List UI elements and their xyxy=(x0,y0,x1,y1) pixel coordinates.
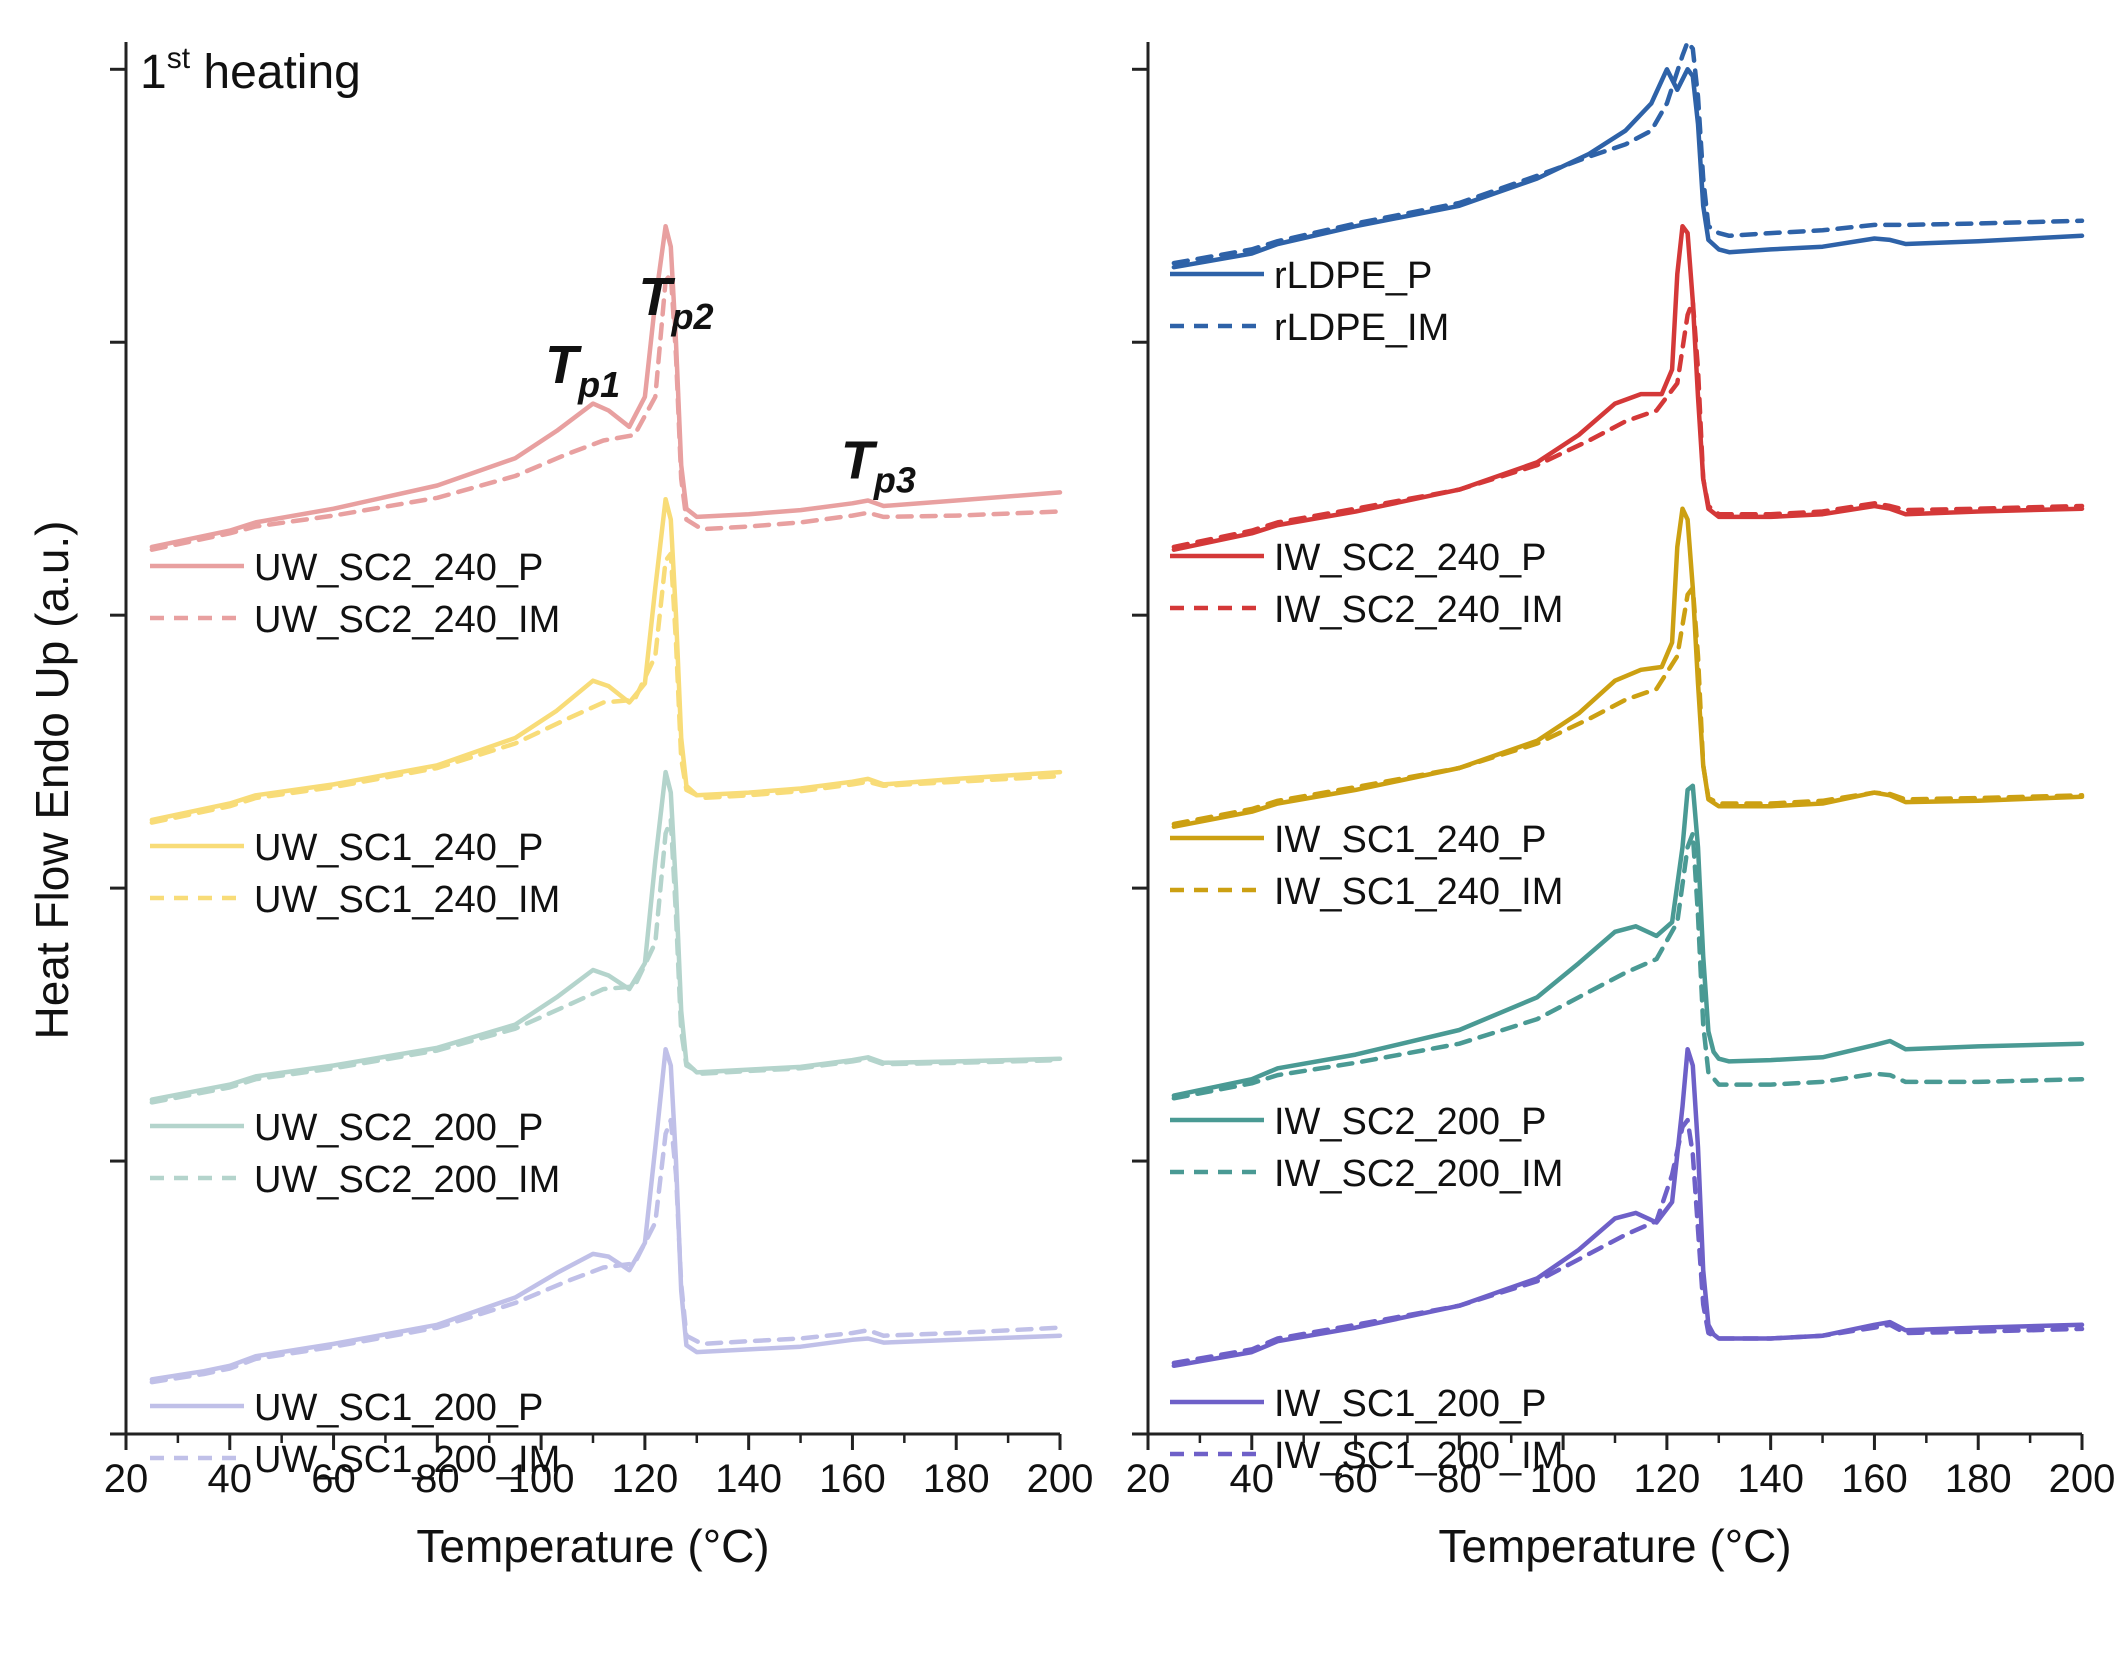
x-tick-label: 180 xyxy=(1945,1457,2012,1501)
annotation-main: T xyxy=(841,431,878,491)
legend-label-uw-sc2-200-p: UW_SC2_200_P xyxy=(254,1107,543,1149)
legend-label-uw-sc1-200-p: UW_SC1_200_P xyxy=(254,1387,543,1429)
series-line-uw-sc1-240-p xyxy=(149,496,1063,823)
series-line-uw-sc1-240-im xyxy=(149,551,1063,825)
x-tick-label: 20 xyxy=(1126,1457,1171,1501)
legend-label-iw-sc2-240-p: IW_SC2_240_P xyxy=(1274,537,1547,579)
x-tick-label: 20 xyxy=(104,1457,149,1501)
x-tick-label: 160 xyxy=(1841,1457,1908,1501)
heating-label-rest: heating xyxy=(190,46,361,99)
legend-label-uw-sc2-200-im: UW_SC2_200_IM xyxy=(254,1159,560,1201)
series-line-uw-sc2-240-im xyxy=(149,271,1063,552)
left-panel: 20 40 60 80 100 120 140 160 180 200 Temperature (°… xyxy=(104,42,1094,1572)
annotation-p1: Tp1 xyxy=(545,335,620,405)
annotation-p2: Tp2 xyxy=(639,267,714,337)
x-axis-label: Temperature (°C) xyxy=(416,1520,769,1572)
x-tick-label: 80 xyxy=(1437,1457,1482,1501)
legend-label-uw-sc2-240-p: UW_SC2_240_P xyxy=(254,547,543,589)
x-axis-label: Temperature (°C) xyxy=(1438,1520,1791,1572)
x-tick-label: 200 xyxy=(1027,1457,1094,1501)
x-tick-label: 200 xyxy=(2049,1457,2116,1501)
series-line-iw-sc2-200-im xyxy=(1171,831,2085,1101)
heating-label-main: 1 xyxy=(140,46,167,99)
legend-label-iw-sc2-200-im: IW_SC2_200_IM xyxy=(1274,1153,1563,1195)
x-tick-label: 60 xyxy=(311,1457,356,1501)
legend-label-uw-sc2-240-im: UW_SC2_240_IM xyxy=(254,599,560,641)
x-tick-label: 140 xyxy=(715,1457,782,1501)
legend-label-uw-sc1-240-p: UW_SC1_240_P xyxy=(254,827,543,869)
series-line-uw-sc1-200-p xyxy=(149,1046,1063,1382)
x-tick-label: 40 xyxy=(208,1457,253,1501)
series-line-iw-sc1-240-im xyxy=(1171,585,2085,827)
x-tick-label: 40 xyxy=(1230,1457,1275,1501)
series-line-iw-sc1-200-im xyxy=(1171,1117,2085,1366)
series-line-iw-sc1-200-p xyxy=(1171,1046,2085,1369)
series-line-rldpe-im xyxy=(1171,39,2085,266)
heating-label: 1st heating xyxy=(140,42,361,99)
annotation-sub: p2 xyxy=(671,296,714,337)
x-tick-label: 140 xyxy=(1737,1457,1804,1501)
legend-label-uw-sc1-200-im: UW_SC1_200_IM xyxy=(254,1439,560,1481)
x-tick-label: 100 xyxy=(508,1457,575,1501)
series-line-uw-sc2-240-p xyxy=(149,223,1063,550)
legend-label-iw-sc1-200-p: IW_SC1_200_P xyxy=(1274,1383,1547,1425)
annotation-sub: p1 xyxy=(577,364,620,405)
series-line-rldpe-p xyxy=(1171,67,2085,270)
legend-label-uw-sc1-240-im: UW_SC1_240_IM xyxy=(254,879,560,921)
series-line-iw-sc2-240-im xyxy=(1171,299,2085,550)
x-tick-label: 180 xyxy=(923,1457,990,1501)
legend-label-iw-sc1-240-p: IW_SC1_240_P xyxy=(1274,819,1547,861)
legend-label-iw-sc2-240-im: IW_SC2_240_IM xyxy=(1274,589,1563,631)
legend-label-rldpe-p: rLDPE_P xyxy=(1274,255,1432,297)
heating-label-sup: st xyxy=(167,42,191,75)
x-tick-label: 60 xyxy=(1333,1457,1378,1501)
annotation-main: T xyxy=(639,267,676,327)
legend-label-iw-sc1-240-im: IW_SC1_240_IM xyxy=(1274,871,1563,913)
x-tick-label: 160 xyxy=(819,1457,886,1501)
x-tick-label: 120 xyxy=(612,1457,679,1501)
annotation-sub: p3 xyxy=(873,460,916,501)
x-tick-label: 80 xyxy=(415,1457,460,1501)
legend-label-iw-sc1-200-im: IW_SC1_200_IM xyxy=(1274,1435,1563,1477)
annotation-p3: Tp3 xyxy=(841,431,916,501)
right-panel: 20 40 60 80 100 120 140 160 180 200 Temperature (°… xyxy=(1126,39,2116,1572)
x-tick-label: 100 xyxy=(1530,1457,1597,1501)
y-axis-label: Heat Flow Endo Up (a.u.) xyxy=(26,520,78,1039)
x-tick-label: 120 xyxy=(1634,1457,1701,1501)
series-line-iw-sc2-200-p xyxy=(1171,783,2085,1098)
series-line-uw-sc1-200-im xyxy=(149,1117,1063,1385)
series-line-iw-sc2-240-p xyxy=(1171,223,2085,552)
legend-label-iw-sc2-200-p: IW_SC2_200_P xyxy=(1274,1101,1547,1143)
series-line-uw-sc2-200-p xyxy=(149,769,1063,1102)
series-line-uw-sc2-200-im xyxy=(149,817,1063,1105)
annotation-main: T xyxy=(545,335,582,395)
legend-label-rldpe-im: rLDPE_IM xyxy=(1274,307,1449,349)
